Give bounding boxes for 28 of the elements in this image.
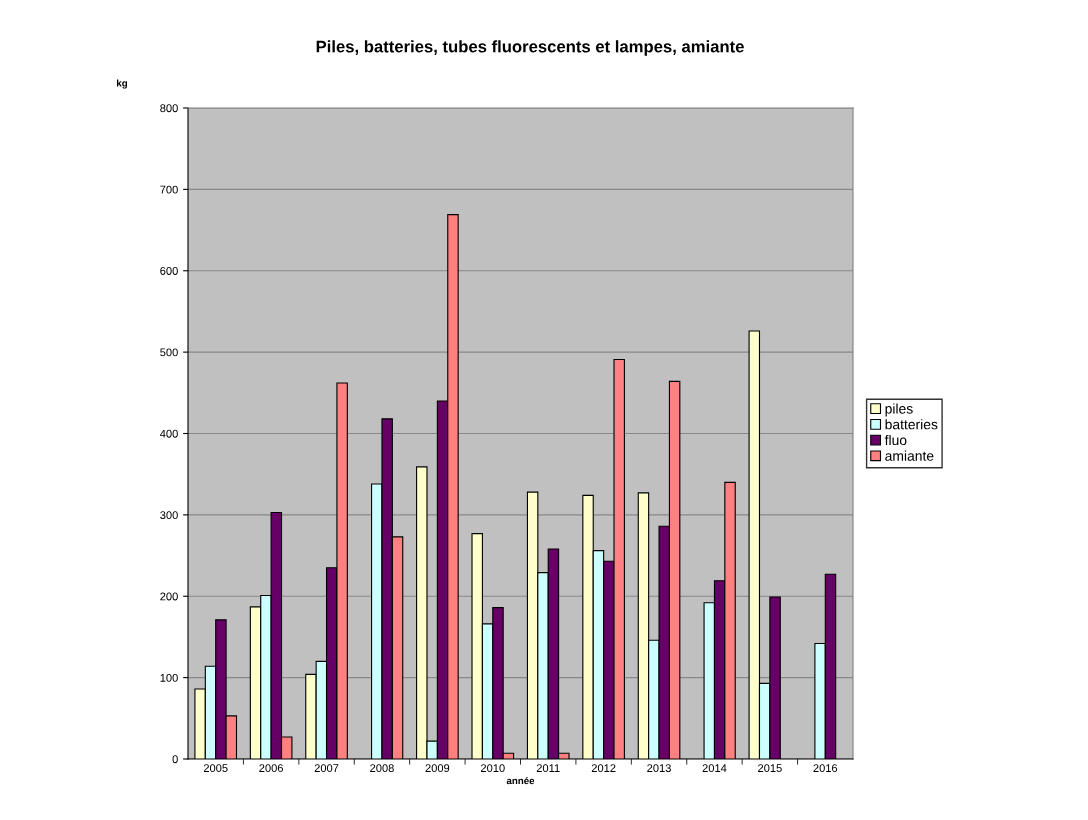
y-tick-label: 200	[160, 592, 178, 601]
y-tick-label: 0	[172, 755, 178, 764]
legend-label: amiante	[885, 450, 934, 461]
x-tick-label: 2006	[259, 764, 283, 773]
legend-label: batteries	[885, 419, 938, 430]
x-tick-label: 2009	[425, 764, 450, 773]
y-tick-label: 300	[160, 511, 178, 520]
x-tick-label: 2015	[758, 764, 782, 773]
legend-label: piles	[885, 403, 913, 417]
x-tick-label: 2016	[813, 764, 838, 773]
x-tick-label: 2013	[647, 764, 671, 773]
x-tick-label: 2008	[370, 764, 394, 773]
legend-label: fluo	[884, 434, 907, 446]
y-tick-label: 600	[160, 267, 178, 275]
y-tick-label: 500	[160, 348, 178, 357]
y-axis-title: kg	[117, 79, 128, 89]
y-tick-label: 100	[160, 673, 178, 682]
y-tick-label: 700	[160, 185, 178, 194]
x-tick-label: 2014	[702, 764, 727, 773]
y-tick-label: 400	[160, 429, 178, 438]
x-tick-label: 2010	[480, 764, 505, 773]
chart-title: Piles, batteries, tubes fluorescents et lampes, amiante	[316, 40, 744, 56]
y-tick-label: 800	[160, 104, 178, 113]
x-tick-label: 2011	[536, 764, 560, 773]
x-tick-label: 2007	[314, 764, 339, 773]
x-tick-label: 2012	[591, 764, 616, 773]
x-tick-label: 2005	[203, 764, 228, 773]
x-axis-title: année	[506, 776, 535, 785]
